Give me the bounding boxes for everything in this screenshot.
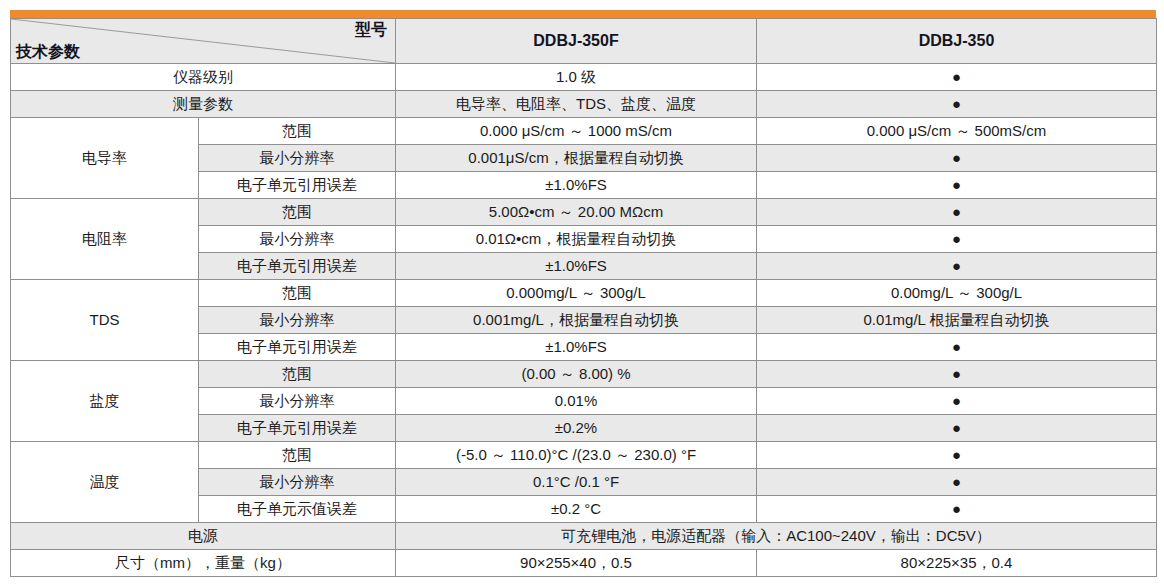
- spec-value-350f: 1.0 级: [396, 64, 757, 91]
- spec-param-label: 电子单元示值误差: [199, 496, 396, 523]
- spec-value-350f: 0.01Ω•cm，根据量程自动切换: [396, 226, 757, 253]
- spec-label: 尺寸（mm），重量（kg）: [11, 550, 396, 577]
- spec-param-label: 最小分辨率: [199, 145, 396, 172]
- spec-value-350f: 0.000mg/L ～ 300g/L: [396, 280, 757, 307]
- spec-param-label: 电子单元引用误差: [199, 415, 396, 442]
- spec-value-350: ●: [757, 91, 1157, 118]
- spec-sheet-page: 型号 技术参数 DDBJ-350F DDBJ-350 仪器级别 1.0 级 ● …: [0, 0, 1164, 586]
- table-row: TDS 范围 0.000mg/L ～ 300g/L 0.00mg/L ～ 300…: [11, 280, 1157, 307]
- spec-param-label: 范围: [199, 442, 396, 469]
- spec-table: 型号 技术参数 DDBJ-350F DDBJ-350 仪器级别 1.0 级 ● …: [10, 18, 1157, 577]
- column-header-model-base: DDBJ-350: [757, 19, 1157, 64]
- spec-label: 测量参数: [11, 91, 396, 118]
- spec-value-350f: ±1.0%FS: [396, 172, 757, 199]
- spec-value-350f: ±0.2 °C: [396, 496, 757, 523]
- spec-value-350: ●: [757, 388, 1157, 415]
- table-row: 仪器级别 1.0 级 ●: [11, 64, 1157, 91]
- spec-value-350f: 0.1°C /0.1 °F: [396, 469, 757, 496]
- spec-value-350: ●: [757, 442, 1157, 469]
- corner-label-params: 技术参数: [16, 43, 80, 61]
- spec-value-350f: 电导率、电阻率、TDS、盐度、温度: [396, 91, 757, 118]
- spec-label: 电源: [11, 523, 396, 550]
- spec-value-350: ●: [757, 145, 1157, 172]
- diagonal-header-cell: 型号 技术参数: [11, 19, 396, 64]
- accent-top-bar: [10, 10, 1156, 18]
- spec-group-label: 温度: [11, 442, 199, 523]
- header-row: 型号 技术参数 DDBJ-350F DDBJ-350: [11, 19, 1157, 64]
- table-row: 盐度 范围 (0.00 ～ 8.00) % ●: [11, 361, 1157, 388]
- spec-value-350f: 0.01%: [396, 388, 757, 415]
- spec-group-label: 电阻率: [11, 199, 199, 280]
- spec-value-350f: 90×255×40，0.5: [396, 550, 757, 577]
- spec-param-label: 最小分辨率: [199, 388, 396, 415]
- spec-param-label: 范围: [199, 361, 396, 388]
- spec-param-label: 最小分辨率: [199, 307, 396, 334]
- spec-value-350f: ±1.0%FS: [396, 253, 757, 280]
- spec-table-container: 型号 技术参数 DDBJ-350F DDBJ-350 仪器级别 1.0 级 ● …: [10, 10, 1156, 577]
- corner-label-model: 型号: [355, 21, 387, 39]
- spec-value-350: 80×225×35，0.4: [757, 550, 1157, 577]
- table-row: 温度 范围 (-5.0 ～ 110.0)°C /(23.0 ～ 230.0) °…: [11, 442, 1157, 469]
- spec-value-350: ●: [757, 361, 1157, 388]
- spec-value-350f: ±0.2%: [396, 415, 757, 442]
- column-header-model-f: DDBJ-350F: [396, 19, 757, 64]
- spec-value-350f: (0.00 ～ 8.00) %: [396, 361, 757, 388]
- table-row: 电阻率 范围 5.00Ω•cm ～ 20.00 MΩcm ●: [11, 199, 1157, 226]
- spec-value-350f: 0.000 μS/cm ～ 1000 mS/cm: [396, 118, 757, 145]
- spec-param-label: 最小分辨率: [199, 226, 396, 253]
- spec-value-350: 0.01mg/L 根据量程自动切换: [757, 307, 1157, 334]
- spec-value-350: ●: [757, 253, 1157, 280]
- spec-value-350f: ±1.0%FS: [396, 334, 757, 361]
- spec-value-350f: 0.001μS/cm，根据量程自动切换: [396, 145, 757, 172]
- spec-label: 仪器级别: [11, 64, 396, 91]
- spec-param-label: 范围: [199, 199, 396, 226]
- spec-value-350f: 5.00Ω•cm ～ 20.00 MΩcm: [396, 199, 757, 226]
- spec-value-350: ●: [757, 496, 1157, 523]
- spec-value-350f: (-5.0 ～ 110.0)°C /(23.0 ～ 230.0) °F: [396, 442, 757, 469]
- spec-value-350: ●: [757, 415, 1157, 442]
- spec-value-350: ●: [757, 334, 1157, 361]
- table-row: 尺寸（mm），重量（kg） 90×255×40，0.5 80×225×35，0.…: [11, 550, 1157, 577]
- spec-param-label: 电子单元引用误差: [199, 334, 396, 361]
- spec-param-label: 电子单元引用误差: [199, 253, 396, 280]
- spec-group-label: TDS: [11, 280, 199, 361]
- spec-param-label: 最小分辨率: [199, 469, 396, 496]
- spec-value-350: ●: [757, 199, 1157, 226]
- spec-value-350: ●: [757, 64, 1157, 91]
- spec-group-label: 盐度: [11, 361, 199, 442]
- spec-value-350: ●: [757, 469, 1157, 496]
- spec-param-label: 电子单元引用误差: [199, 172, 396, 199]
- spec-param-label: 范围: [199, 118, 396, 145]
- table-row: 电导率 范围 0.000 μS/cm ～ 1000 mS/cm 0.000 μS…: [11, 118, 1157, 145]
- spec-group-label: 电导率: [11, 118, 199, 199]
- spec-param-label: 范围: [199, 280, 396, 307]
- spec-value-350: 0.000 μS/cm ～ 500mS/cm: [757, 118, 1157, 145]
- spec-value-350: ●: [757, 226, 1157, 253]
- spec-value-350f: 0.001mg/L，根据量程自动切换: [396, 307, 757, 334]
- table-row: 测量参数 电导率、电阻率、TDS、盐度、温度 ●: [11, 91, 1157, 118]
- table-row: 电源 可充锂电池，电源适配器（输入：AC100~240V，输出：DC5V）: [11, 523, 1157, 550]
- spec-value-350: ●: [757, 172, 1157, 199]
- spec-value-350: 0.00mg/L ～ 300g/L: [757, 280, 1157, 307]
- spec-value-merged: 可充锂电池，电源适配器（输入：AC100~240V，输出：DC5V）: [396, 523, 1157, 550]
